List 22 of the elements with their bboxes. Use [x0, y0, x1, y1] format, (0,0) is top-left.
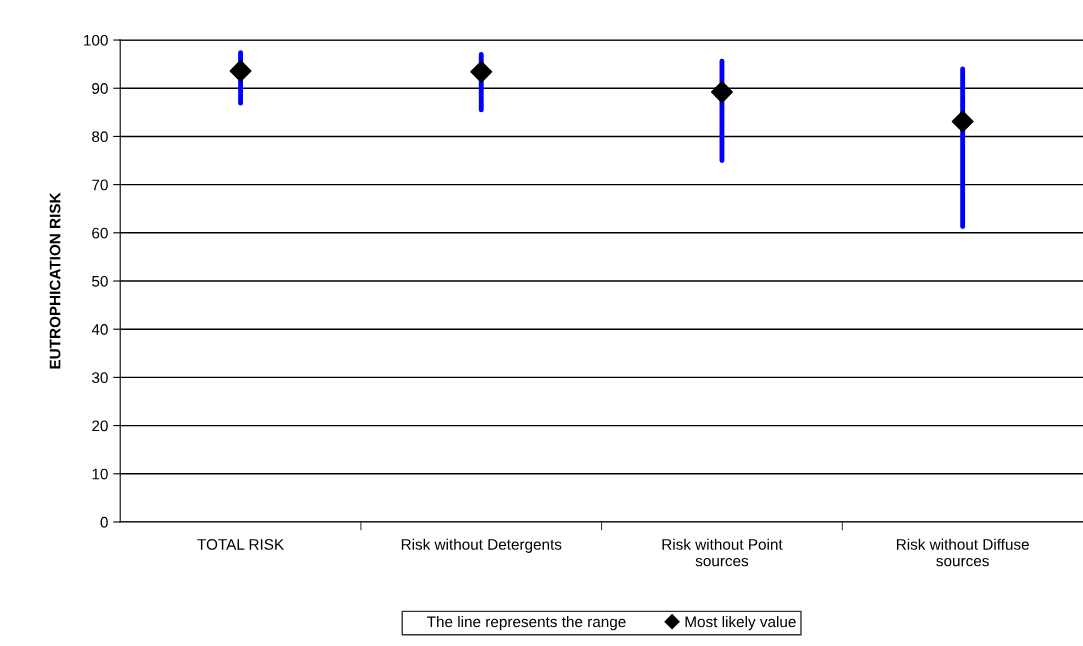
x-tick-label: Risk without Diffuse sources [896, 538, 1029, 567]
y-tick-label: 0 [100, 516, 108, 528]
y-tick-label: 50 [92, 275, 108, 287]
y-tick-label: 30 [92, 372, 108, 384]
x-tick-label: TOTAL RISK [197, 539, 284, 550]
point [710, 81, 733, 104]
y-tick-label: 40 [91, 324, 108, 335]
x-tick-label: Risk without Point sources [662, 538, 783, 567]
y-tick-label: 80 [92, 131, 108, 143]
point [229, 59, 252, 82]
y-axis-title: EUTROPHICATION RISK [49, 192, 61, 369]
x-tick-label: Risk without Detergents [401, 538, 562, 553]
y-tick-label: 60 [92, 227, 108, 239]
y-tick-label: 20 [92, 420, 108, 432]
text: The line represents the range [427, 615, 626, 631]
y-tick-label: 90 [92, 83, 108, 94]
legend-label: Most likely value [685, 615, 796, 631]
point [470, 60, 493, 83]
y-tick-label: 100 [84, 34, 108, 46]
y-tick-label: 10 [92, 468, 108, 480]
y-tick-label: 70 [92, 179, 108, 191]
point [951, 110, 974, 133]
